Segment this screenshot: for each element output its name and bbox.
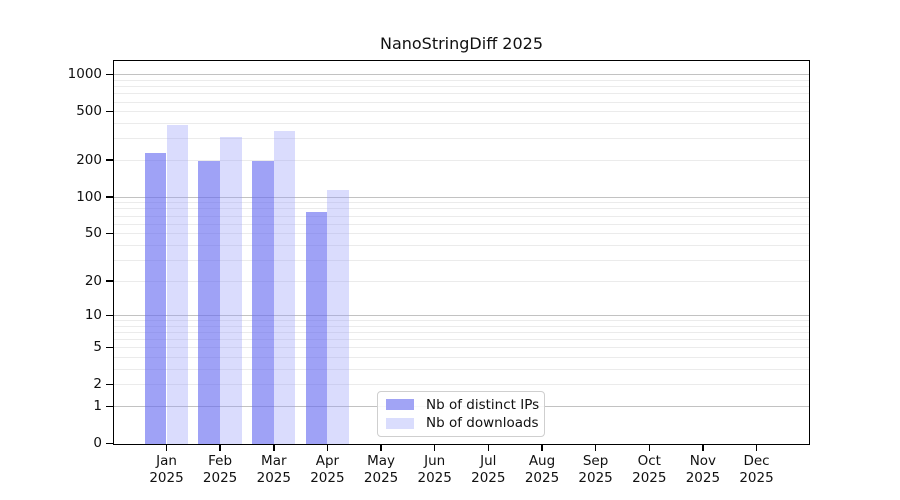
x-tick-label: Mar 2025 xyxy=(256,453,291,486)
x-tick xyxy=(326,445,329,451)
y-tick-label: 1000 xyxy=(67,66,102,83)
x-tick-label: Apr 2025 xyxy=(310,453,345,486)
gridline-major xyxy=(113,74,810,76)
y-tick xyxy=(106,232,113,235)
x-tick xyxy=(273,445,275,451)
y-tick-label: 500 xyxy=(76,103,102,120)
y-tick xyxy=(106,159,113,161)
x-tick xyxy=(594,445,597,451)
y-tick-label: 2 xyxy=(93,376,102,393)
x-tick xyxy=(702,445,704,451)
downloads-label: Nb of downloads xyxy=(426,415,539,432)
y-tick-label: 200 xyxy=(76,151,102,168)
x-tick xyxy=(219,445,221,451)
x-tick xyxy=(755,445,758,451)
gridline-minor xyxy=(113,123,810,125)
legend-row-downloads: Nb of downloads xyxy=(386,415,539,432)
bar-distinct-ips-mar xyxy=(252,161,274,445)
x-tick xyxy=(433,445,436,451)
y-tick-label: 20 xyxy=(84,272,102,289)
y-tick-label: 5 xyxy=(93,339,102,356)
x-tick xyxy=(165,445,168,451)
x-tick-label: Sep 2025 xyxy=(578,453,613,486)
x-tick xyxy=(541,445,543,451)
distinct-ips-swatch xyxy=(386,399,414,411)
gridline-minor xyxy=(113,79,810,81)
x-tick-label: Jul 2025 xyxy=(471,453,506,486)
gridline-minor xyxy=(113,111,810,113)
y-tick xyxy=(106,196,113,198)
y-tick-label: 50 xyxy=(84,225,102,242)
x-tick xyxy=(380,445,382,451)
x-tick-label: Dec 2025 xyxy=(739,453,774,486)
y-tick-label: 0 xyxy=(93,435,102,451)
bar-distinct-ips-jan xyxy=(144,152,167,445)
bar-downloads-jan xyxy=(166,125,189,445)
x-tick xyxy=(487,445,490,451)
bar-downloads-apr xyxy=(327,190,350,445)
y-tick-label: 100 xyxy=(76,188,102,205)
x-tick-label: Jan 2025 xyxy=(149,453,184,486)
downloads-swatch xyxy=(386,417,414,429)
legend-row-distinct-ips: Nb of distinct IPs xyxy=(386,396,540,413)
y-tick-label: 10 xyxy=(84,307,102,323)
x-tick-label: May 2025 xyxy=(363,453,399,486)
bar-downloads-mar xyxy=(273,130,296,445)
x-tick xyxy=(648,445,650,451)
gridline-minor xyxy=(113,138,810,140)
gridline-minor xyxy=(113,93,810,95)
y-tick xyxy=(106,405,113,407)
y-tick xyxy=(106,383,113,386)
gridline-minor xyxy=(113,86,810,88)
y-tick xyxy=(106,442,113,444)
x-tick-label: Jun 2025 xyxy=(417,453,452,486)
x-tick-label: Oct 2025 xyxy=(632,453,667,486)
x-tick-label: Nov 2025 xyxy=(685,453,721,486)
chart-title: NanoStringDiff 2025 xyxy=(379,34,544,53)
distinct-ips-label: Nb of distinct IPs xyxy=(426,396,540,413)
y-tick-label: 1 xyxy=(93,398,102,414)
y-tick xyxy=(106,314,113,316)
legend: Nb of distinct IPs Nb of downloads xyxy=(377,391,545,437)
plot-area: Nb of distinct IPs Nb of downloads xyxy=(113,60,810,445)
bar-distinct-ips-feb xyxy=(198,160,221,445)
y-tick xyxy=(106,280,113,282)
y-tick xyxy=(106,73,113,76)
x-tick-label: Feb 2025 xyxy=(202,453,238,486)
x-tick-label: Aug 2025 xyxy=(524,453,560,486)
bar-downloads-feb xyxy=(220,136,242,445)
y-tick xyxy=(106,346,113,349)
bar-distinct-ips-apr xyxy=(305,211,328,445)
y-tick xyxy=(106,110,113,113)
gridline-minor xyxy=(113,101,810,103)
